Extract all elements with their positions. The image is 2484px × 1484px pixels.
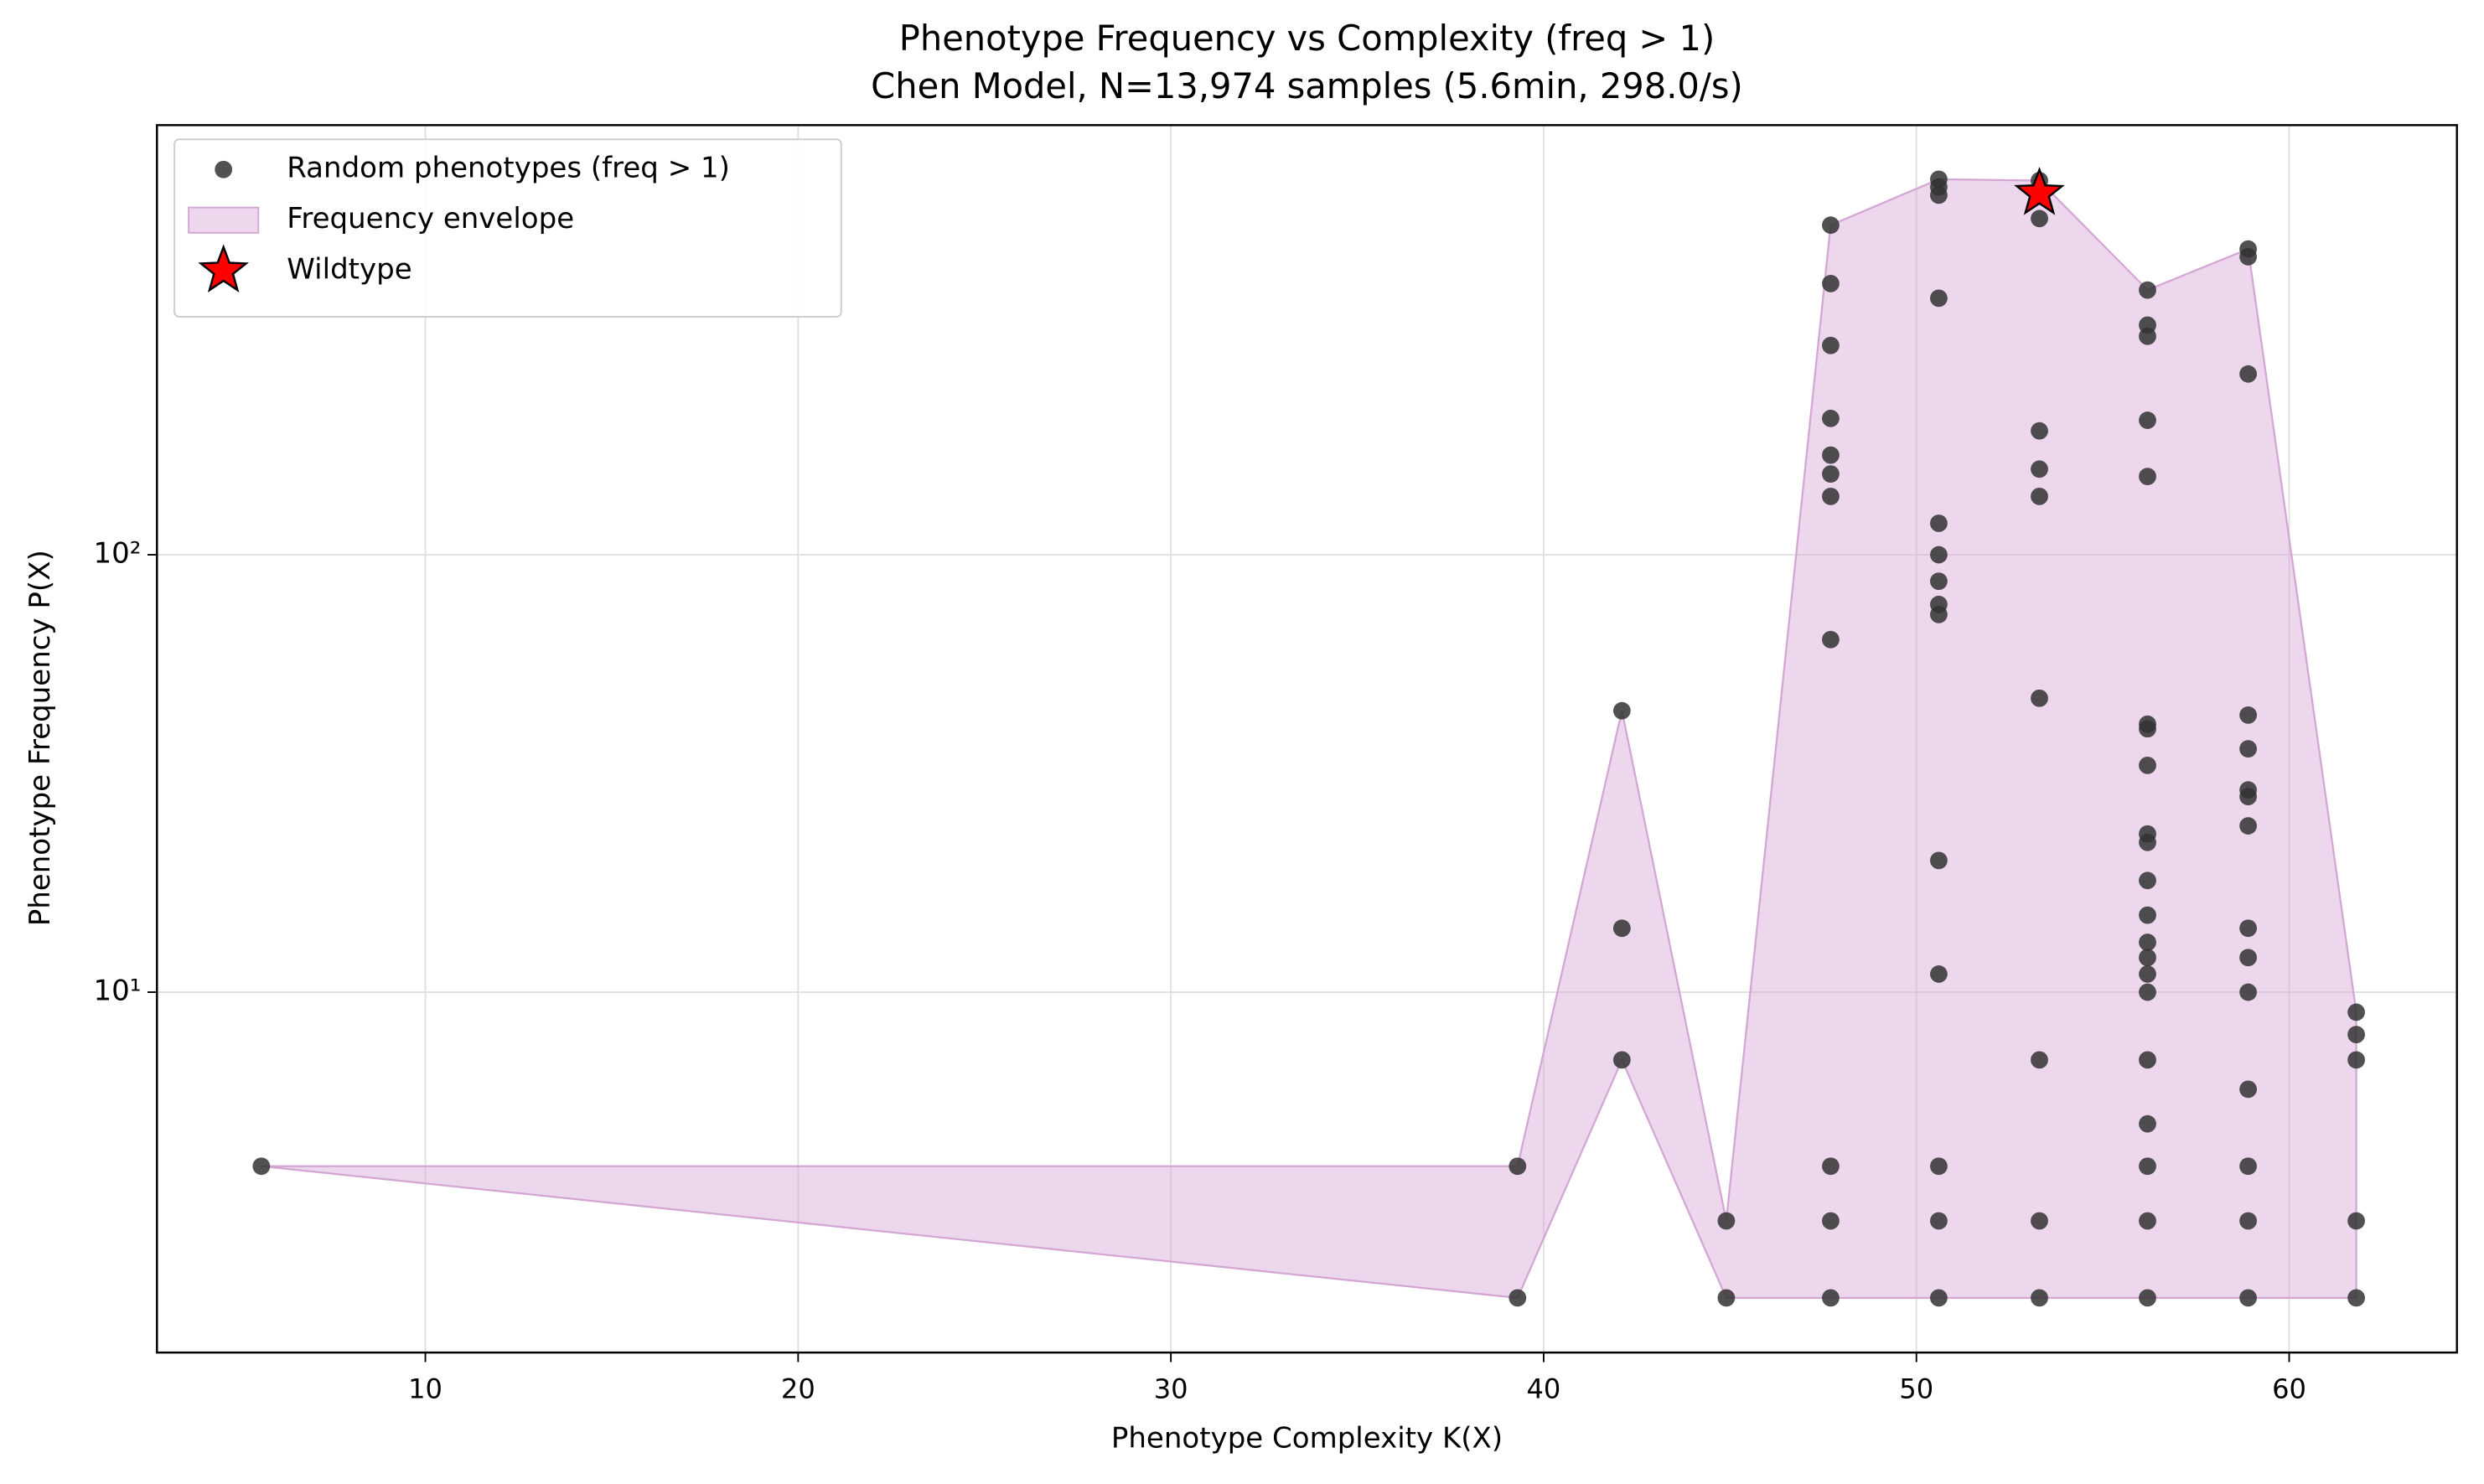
legend-marker	[188, 206, 260, 234]
data-point	[2239, 1289, 2257, 1307]
data-point	[2239, 949, 2257, 967]
data-point	[2139, 468, 2156, 486]
chart-subtitle: Chen Model, N=13,974 samples (5.6min, 29…	[871, 65, 1743, 106]
data-point	[2347, 1026, 2365, 1044]
data-point	[1822, 446, 1840, 464]
data-point	[2139, 983, 2156, 1001]
data-point	[2031, 487, 2048, 505]
data-point	[1930, 851, 1948, 870]
data-point	[1930, 1157, 1948, 1176]
data-point	[1717, 1289, 1736, 1307]
data-point	[2031, 421, 2048, 440]
data-point	[2239, 1212, 2257, 1230]
data-point	[2139, 906, 2156, 924]
data-point	[2139, 871, 2156, 890]
data-point	[2347, 1003, 2365, 1021]
data-point	[1930, 1212, 1948, 1230]
data-point	[2239, 983, 2257, 1001]
data-point	[2347, 1051, 2365, 1069]
x-axis-label: Phenotype Complexity K(X)	[1111, 1422, 1503, 1456]
data-point	[1930, 1289, 1948, 1307]
data-point	[2139, 411, 2156, 429]
data-point	[2347, 1212, 2365, 1230]
data-point	[1930, 546, 1948, 564]
x-tick-label: 60	[2272, 1373, 2306, 1404]
data-point	[2139, 756, 2156, 774]
data-point	[1822, 1212, 1840, 1230]
data-point	[2031, 1051, 2048, 1069]
chart-title: Phenotype Frequency vs Complexity (freq …	[899, 18, 1715, 59]
data-point	[1822, 336, 1840, 354]
plot-frame	[156, 124, 2458, 1354]
data-point	[2139, 833, 2156, 851]
legend-marker	[215, 160, 233, 178]
x-tick-label: 40	[1526, 1373, 1560, 1404]
data-point	[1822, 216, 1840, 235]
data-point	[1930, 186, 1948, 204]
data-point	[1822, 465, 1840, 483]
wildtype-marker	[2014, 166, 2065, 215]
data-point	[2139, 949, 2156, 967]
data-point	[2239, 1157, 2257, 1176]
legend-label: Wildtype	[287, 253, 411, 287]
data-point	[2139, 281, 2156, 299]
x-tick-label: 30	[1154, 1373, 1188, 1404]
x-tick-label: 50	[1899, 1373, 1933, 1404]
data-point	[252, 1157, 271, 1176]
data-point	[2239, 365, 2257, 383]
data-point	[1930, 965, 1948, 983]
data-point	[1822, 409, 1840, 427]
data-point	[2239, 788, 2257, 806]
data-point	[2239, 248, 2257, 266]
data-point	[1822, 274, 1840, 292]
legend-label: Frequency envelope	[287, 202, 574, 235]
data-point	[2031, 689, 2048, 707]
data-point	[2139, 933, 2156, 951]
data-point	[2139, 1212, 2156, 1230]
data-point	[2139, 965, 2156, 983]
data-point	[2239, 817, 2257, 835]
data-point	[1822, 1289, 1840, 1307]
data-point	[1612, 919, 1631, 938]
data-point	[2139, 327, 2156, 345]
x-tick-label: 10	[408, 1373, 442, 1404]
data-point	[2139, 720, 2156, 738]
data-point	[2031, 1289, 2048, 1307]
legend-marker	[198, 244, 249, 292]
x-tick-label: 20	[781, 1373, 815, 1404]
y-tick-label: 10¹	[93, 975, 141, 1008]
data-point	[2239, 1080, 2257, 1099]
data-point	[1717, 1212, 1736, 1230]
data-point	[1930, 606, 1948, 623]
y-tick-label: 10²	[93, 537, 141, 571]
legend-box	[173, 138, 842, 318]
data-point	[1930, 572, 1948, 591]
legend-label: Random phenotypes (freq > 1)	[287, 152, 730, 185]
data-point	[2139, 1157, 2156, 1176]
data-point	[1822, 630, 1840, 649]
data-point	[2239, 919, 2257, 938]
data-point	[2239, 740, 2257, 758]
data-point	[1509, 1157, 1527, 1176]
data-point	[2031, 1212, 2048, 1230]
data-point	[1930, 514, 1948, 532]
data-point	[2139, 1289, 2156, 1307]
data-point	[2139, 1114, 2156, 1133]
data-point	[1822, 1157, 1840, 1176]
data-point	[2031, 209, 2048, 228]
data-point	[2239, 706, 2257, 724]
data-point	[1509, 1289, 1527, 1307]
data-point	[2347, 1289, 2365, 1307]
data-point	[1822, 487, 1840, 505]
data-point	[1612, 701, 1631, 720]
data-point	[2139, 1051, 2156, 1069]
data-point	[1612, 1051, 1631, 1069]
data-point	[2031, 460, 2048, 478]
data-point	[1930, 289, 1948, 308]
y-axis-label: Phenotype Frequency P(X)	[23, 550, 57, 926]
